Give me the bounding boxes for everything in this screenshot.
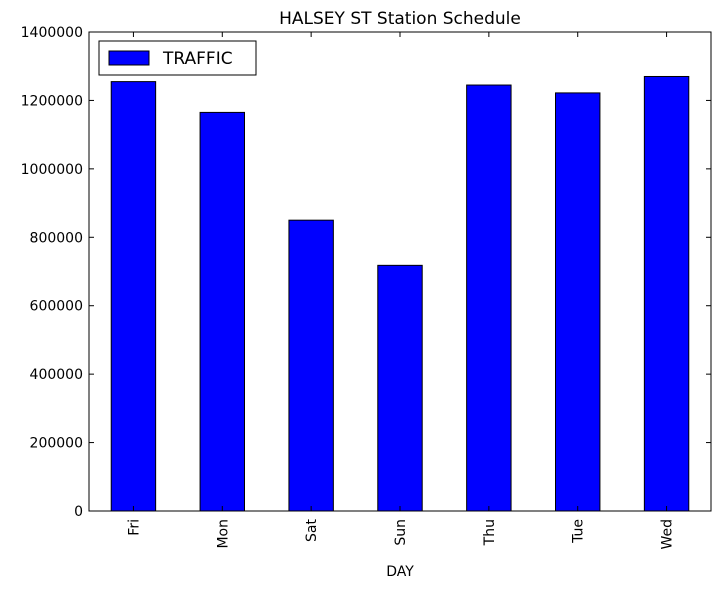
bar-wed (643, 75, 690, 512)
x-tick-label: Tue (571, 519, 587, 544)
x-tick-label: Sun (393, 519, 409, 546)
y-tick-label: 600000 (30, 299, 83, 315)
x-tick-label: Fri (126, 519, 142, 536)
x-tick-label: Sat (304, 519, 320, 542)
x-axis-label: DAY (386, 564, 414, 580)
bar-sat (288, 219, 334, 512)
bar-tue (555, 92, 601, 512)
y-tick-label: 0 (74, 504, 83, 520)
bars-group (110, 75, 690, 512)
y-axis-ticks: 0 200000 400000 600000 800000 1000000 1200000 1… (21, 25, 711, 520)
y-tick-label: 200000 (30, 436, 83, 452)
legend-swatch (108, 50, 150, 66)
bar-mon (199, 111, 245, 512)
y-tick-label: 1200000 (21, 93, 83, 109)
x-tick-label: Wed (660, 519, 676, 550)
plot-frame (88, 31, 712, 512)
bar-thu (466, 84, 512, 512)
x-tick-label: Thu (482, 519, 498, 546)
x-tick-label: Mon (215, 519, 231, 549)
bar-fri (110, 81, 157, 512)
legend-label: TRAFFIC (162, 49, 233, 69)
y-tick-label: 800000 (30, 230, 83, 246)
chart-title: HALSEY ST Station Schedule (279, 9, 521, 29)
y-tick-label: 400000 (30, 367, 83, 383)
legend: TRAFFIC (98, 40, 257, 76)
y-tick-label: 1000000 (21, 162, 83, 178)
bar-sun (377, 264, 423, 512)
x-axis-ticks: Fri Mon Sat Sun Thu Tue Wed (126, 32, 676, 550)
y-tick-label: 1400000 (21, 25, 83, 41)
